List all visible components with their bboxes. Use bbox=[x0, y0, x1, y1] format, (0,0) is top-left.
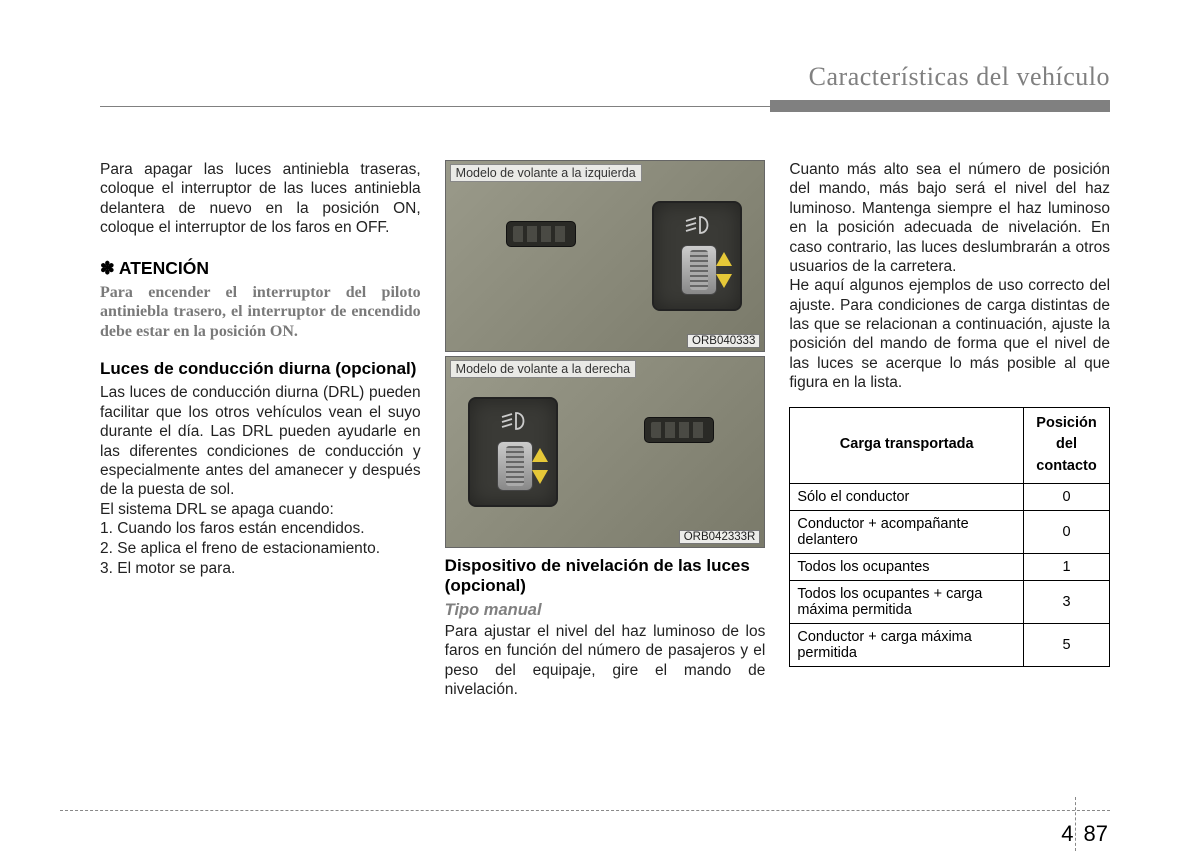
drl-list-item-1: 1. Cuando los faros están encendidos. bbox=[100, 519, 421, 539]
arrow-up-icon bbox=[532, 448, 548, 462]
table-header-position: Posición del contacto bbox=[1024, 407, 1110, 483]
headlight-level-panel bbox=[652, 201, 742, 311]
drl-heading: Luces de conducción diurna (opcional) bbox=[100, 359, 421, 379]
headlight-icon bbox=[684, 215, 714, 235]
figure-right-hand-drive: Modelo de volante a la derecha ORB042333… bbox=[445, 356, 766, 548]
table-row: Conductor + carga máxima permitida 5 bbox=[790, 623, 1110, 666]
table-row: Todos los ocupantes + carga máxima permi… bbox=[790, 580, 1110, 623]
arrow-down-icon bbox=[716, 274, 732, 288]
col3-paragraph-2: He aquí algunos ejemplos de uso correcto… bbox=[789, 276, 1110, 392]
vent-icon bbox=[506, 221, 576, 247]
header: Características del vehículo bbox=[100, 60, 1110, 116]
table-cell-value: 0 bbox=[1024, 510, 1110, 553]
leveling-heading: Dispositivo de nivelación de las luces (… bbox=[445, 556, 766, 597]
load-position-table: Carga transportada Posición del contacto… bbox=[789, 407, 1110, 667]
footer-rule bbox=[60, 810, 1110, 811]
table-cell-label: Conductor + carga máxima permitida bbox=[790, 623, 1024, 666]
page-number-value: 87 bbox=[1084, 821, 1108, 846]
headlight-level-panel bbox=[468, 397, 558, 507]
figure-2-caption: Modelo de volante a la derecha bbox=[450, 360, 636, 378]
leveling-paragraph: Para ajustar el nivel del haz luminoso d… bbox=[445, 622, 766, 700]
table-row: Conductor + acompañante delantero 0 bbox=[790, 510, 1110, 553]
column-3: Cuanto más alto sea el número de posició… bbox=[789, 160, 1110, 699]
drl-paragraph-2: El sistema DRL se apaga cuando: bbox=[100, 500, 421, 519]
figure-1-caption: Modelo de volante a la izquierda bbox=[450, 164, 642, 182]
page-number: 4 87 bbox=[1061, 821, 1108, 847]
table-row: Todos los ocupantes 1 bbox=[790, 553, 1110, 580]
table-cell-value: 3 bbox=[1024, 580, 1110, 623]
figure-1-code: ORB040333 bbox=[687, 334, 760, 348]
arrow-down-icon bbox=[532, 470, 548, 484]
table-cell-label: Conductor + acompañante delantero bbox=[790, 510, 1024, 553]
attention-heading: ✽ ATENCIÓN bbox=[100, 258, 421, 279]
intro-paragraph: Para apagar las luces antiniebla trasera… bbox=[100, 160, 421, 238]
table-cell-label: Sólo el conductor bbox=[790, 483, 1024, 510]
level-dial bbox=[681, 245, 717, 295]
table-cell-label: Todos los ocupantes bbox=[790, 553, 1024, 580]
attention-body: Para encender el interruptor del piloto … bbox=[100, 283, 421, 342]
headlight-icon bbox=[500, 411, 530, 431]
figure-2-code: ORB042333R bbox=[679, 530, 761, 544]
table-header-row: Carga transportada Posición del contacto bbox=[790, 407, 1110, 483]
table-header-load: Carga transportada bbox=[790, 407, 1024, 483]
arrow-up-icon bbox=[716, 252, 732, 266]
col3-paragraph-1: Cuanto más alto sea el número de posició… bbox=[789, 160, 1110, 276]
level-dial bbox=[497, 441, 533, 491]
drl-list-item-3: 3. El motor se para. bbox=[100, 559, 421, 579]
table-cell-label: Todos los ocupantes + carga máxima permi… bbox=[790, 580, 1024, 623]
header-bar bbox=[770, 100, 1110, 112]
table-cell-value: 0 bbox=[1024, 483, 1110, 510]
page: Características del vehículo Para apagar… bbox=[0, 0, 1200, 861]
drl-paragraph-1: Las luces de conducción diurna (DRL) pue… bbox=[100, 383, 421, 499]
table-row: Sólo el conductor 0 bbox=[790, 483, 1110, 510]
header-title: Características del vehículo bbox=[809, 62, 1110, 92]
figure-left-hand-drive: Modelo de volante a la izquierda ORB0403… bbox=[445, 160, 766, 352]
content-columns: Para apagar las luces antiniebla trasera… bbox=[100, 160, 1110, 699]
column-1: Para apagar las luces antiniebla trasera… bbox=[100, 160, 421, 699]
table-cell-value: 1 bbox=[1024, 553, 1110, 580]
column-2: Modelo de volante a la izquierda ORB0403… bbox=[445, 160, 766, 699]
section-number: 4 bbox=[1061, 821, 1073, 847]
table-cell-value: 5 bbox=[1024, 623, 1110, 666]
vent-icon bbox=[644, 417, 714, 443]
leveling-subheading: Tipo manual bbox=[445, 601, 766, 620]
drl-list-item-2: 2. Se aplica el freno de estacionamiento… bbox=[100, 539, 421, 559]
